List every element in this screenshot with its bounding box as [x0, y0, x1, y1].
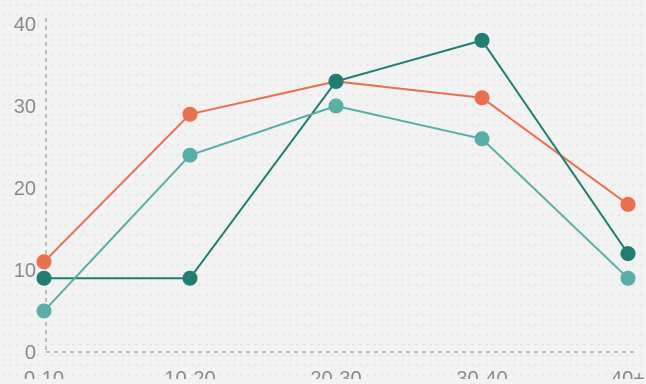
data-point — [620, 270, 636, 286]
y-tick-label: 30 — [14, 96, 36, 118]
series-line — [43, 105, 629, 312]
series-layer — [36, 32, 636, 319]
data-point — [328, 73, 344, 89]
data-point — [474, 32, 490, 48]
y-tick-label: 40 — [14, 14, 36, 36]
data-point — [474, 90, 490, 106]
data-point — [474, 131, 490, 147]
y-tick-label: 10 — [14, 260, 36, 282]
x-tick-label: 20-30 — [310, 368, 361, 379]
data-point — [620, 246, 636, 262]
data-point — [328, 98, 344, 114]
x-tick-label: 30-40 — [456, 368, 507, 379]
y-tick-label: 0 — [25, 342, 36, 364]
x-tick-label: 0-10 — [24, 368, 64, 379]
data-point — [36, 270, 52, 286]
data-point — [182, 270, 198, 286]
x-tick-label: 10-20 — [164, 368, 215, 379]
data-point — [182, 106, 198, 122]
series-3 — [36, 98, 636, 319]
data-point — [36, 303, 52, 319]
data-point — [36, 254, 52, 270]
data-point — [182, 147, 198, 163]
y-tick-label: 20 — [14, 178, 36, 200]
x-tick-label: 40+ — [611, 368, 645, 379]
data-point — [620, 196, 636, 212]
series-2 — [36, 32, 636, 286]
